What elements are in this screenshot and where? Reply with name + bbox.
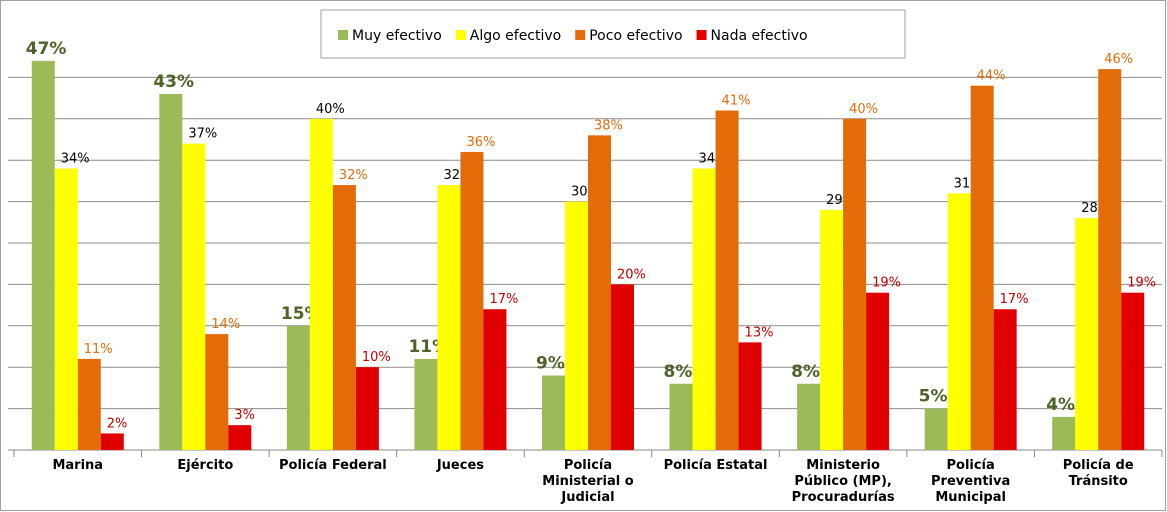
data-label: 2% [107, 416, 128, 431]
bar [738, 342, 762, 450]
bar [54, 168, 78, 451]
bar [692, 168, 716, 451]
data-label: 5% [919, 387, 948, 407]
bar [565, 201, 588, 450]
data-label: 47% [26, 39, 67, 59]
x-tick-label: Policía Preventiva Municipal [931, 458, 1011, 505]
legend-swatch [696, 30, 707, 40]
bar [820, 209, 844, 450]
bar [1121, 292, 1145, 450]
bar [355, 367, 379, 450]
x-tick-label: Policía Ministerial o Judicial [542, 458, 634, 505]
bar [483, 309, 507, 450]
x-tick-label: Marina [52, 458, 104, 473]
x-tick-label: Policía Federal [279, 458, 387, 473]
bar [993, 309, 1017, 450]
data-label: 14% [211, 317, 240, 332]
bar [460, 151, 484, 451]
bar [970, 85, 994, 451]
bar [205, 334, 229, 450]
legend-box [320, 9, 906, 59]
data-label: 19% [872, 276, 901, 291]
bar [611, 284, 634, 450]
data-label: 19% [1127, 276, 1156, 291]
bar [159, 93, 183, 451]
data-label: 8% [791, 362, 820, 382]
bar [715, 110, 739, 451]
data-label: 36% [466, 135, 495, 150]
data-label: 20% [617, 267, 646, 282]
data-label: 9% [536, 353, 565, 373]
legend-label: Algo efectivo [470, 28, 561, 44]
data-label: 17% [1000, 292, 1029, 307]
bar [228, 425, 252, 450]
bar [414, 358, 438, 450]
bar [31, 60, 55, 451]
bar [182, 143, 206, 450]
bar [1052, 416, 1076, 450]
bar [100, 433, 124, 450]
bar [437, 185, 461, 451]
data-label: 38% [594, 118, 623, 133]
legend-label: Nada efectivo [711, 28, 808, 44]
x-tick-label: Policía Estatal [663, 458, 768, 473]
bar [669, 383, 693, 450]
bar [797, 383, 821, 450]
bar [542, 375, 565, 450]
data-label: 13% [745, 325, 774, 340]
data-label: 41% [722, 94, 751, 109]
bar [332, 185, 356, 451]
bar [924, 408, 948, 450]
data-label: 3% [234, 408, 255, 423]
legend-label: Poco efectivo [589, 28, 682, 44]
data-label: 32% [339, 168, 368, 183]
bar [309, 118, 333, 451]
x-tick-label: Policía de Tránsito [1062, 458, 1134, 489]
data-label: 40% [849, 102, 878, 117]
legend-swatch [455, 30, 466, 40]
bar [286, 325, 310, 450]
data-label: 11% [84, 342, 113, 357]
data-label: 4% [1046, 395, 1075, 415]
data-label: 17% [489, 292, 518, 307]
bar [588, 135, 611, 451]
bar [1098, 69, 1122, 451]
bar [866, 292, 890, 450]
data-label: 40% [316, 102, 345, 117]
legend: Muy efectivo Algo efectivo Poco efectivo Na… [320, 9, 906, 59]
legend-label: Muy efectivo [352, 28, 442, 44]
bar [843, 118, 867, 451]
x-tick-label: Ministerio Público (MP), Procuradurías [791, 458, 895, 505]
data-label: 37% [188, 127, 217, 142]
x-tick-label: Jueces [436, 458, 485, 473]
legend-swatch [338, 30, 348, 40]
data-label: 10% [362, 350, 391, 365]
bar [947, 193, 971, 450]
legend-swatch [575, 30, 586, 40]
bar [1075, 218, 1099, 450]
data-label: 43% [153, 72, 194, 92]
data-label: 46% [1104, 52, 1133, 67]
data-label: 34% [61, 151, 90, 166]
data-label: 8% [664, 362, 693, 382]
data-label: 44% [977, 69, 1006, 84]
x-tick-label: Ejército [177, 458, 234, 473]
bar [77, 358, 101, 450]
